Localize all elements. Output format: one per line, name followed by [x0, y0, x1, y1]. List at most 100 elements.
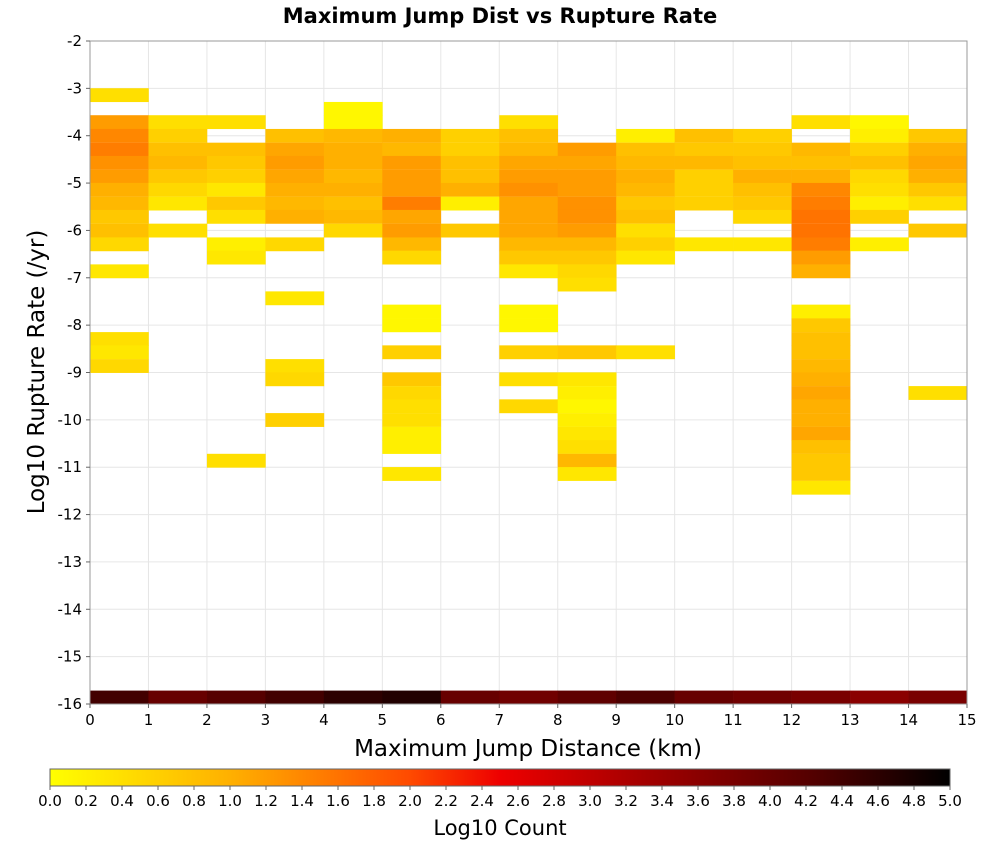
heatmap-cell: [265, 690, 325, 705]
y-tick-label: -11: [58, 458, 83, 476]
heatmap-cell: [557, 372, 617, 387]
heatmap-cell: [206, 453, 266, 468]
heatmap-cell: [265, 413, 325, 427]
heatmap-cell: [791, 237, 851, 252]
heatmap-cell: [206, 250, 266, 265]
heatmap-cell: [382, 386, 442, 400]
heatmap-cell: [499, 223, 559, 238]
heatmap-cell: [206, 237, 266, 252]
y-tick-label: -2: [67, 32, 82, 50]
heatmap-cell: [382, 318, 442, 333]
colorbar: [49, 768, 951, 787]
colorbar-tick-label: 1.2: [254, 792, 278, 810]
heatmap-cell: [616, 690, 675, 705]
heatmap-cell: [90, 196, 149, 211]
heatmap-cell: [499, 182, 559, 197]
heatmap-cell: [674, 142, 734, 157]
colorbar-tick-label: 0.8: [182, 792, 206, 810]
heatmap-cell: [791, 264, 851, 279]
heatmap-cell: [499, 399, 559, 414]
colorbar-tick-label: 5.0: [938, 792, 962, 810]
heatmap-cell: [499, 142, 559, 157]
heatmap-cell: [908, 155, 968, 170]
heatmap-cell: [791, 372, 851, 387]
heatmap-cell: [382, 413, 442, 427]
colorbar-tick-label: 2.0: [398, 792, 422, 810]
heatmap-cell: [323, 223, 383, 238]
heatmap-cell: [323, 155, 383, 170]
heatmap-cell: [908, 223, 968, 238]
heatmap-cell: [733, 142, 792, 157]
y-tick-label: -4: [67, 127, 82, 145]
heatmap-cell: [557, 467, 617, 481]
heatmap-cell: [440, 223, 500, 238]
heatmap-cell: [90, 155, 149, 170]
colorbar-ticks: 0.0 0.2 0.4 0.6 0.8 1.0 1.2 1.4 1.6 1.8 2.0 2.2 2.4 2…: [38, 786, 962, 810]
heatmap-cell: [908, 690, 968, 705]
x-tick-label: 12: [782, 711, 801, 729]
heatmap-cell: [908, 386, 968, 400]
colorbar-tick-label: 0.0: [38, 792, 62, 810]
heatmap-cell: [557, 264, 617, 279]
heatmap-cell: [323, 196, 383, 211]
y-tick-label: -5: [67, 174, 82, 192]
heatmap-cell: [148, 155, 208, 170]
y-tick-label: -16: [58, 695, 83, 713]
heatmap-cell: [265, 196, 325, 211]
heatmap-cell: [557, 182, 617, 197]
colorbar-tick-label: 0.6: [146, 792, 170, 810]
heatmap-cell: [674, 182, 734, 197]
heatmap-cell: [557, 345, 617, 360]
heatmap-cell: [382, 372, 442, 387]
heatmap-cell: [850, 182, 909, 197]
heatmap-cell: [557, 413, 617, 427]
heatmap-cell: [148, 115, 208, 130]
heatmap-cell: [265, 182, 325, 197]
heatmap-cell: [733, 196, 792, 211]
heatmap-cell: [557, 237, 617, 252]
heatmap-cell: [382, 223, 442, 238]
heatmap-cell: [323, 690, 383, 705]
x-tick-label: 8: [553, 711, 563, 729]
heatmap-cell: [733, 169, 792, 184]
colorbar-tick-label: 4.2: [794, 792, 818, 810]
heatmap-cell: [733, 155, 792, 170]
heatmap-cell: [323, 115, 383, 130]
heatmap-cell: [499, 264, 559, 279]
heatmap-cell: [265, 128, 325, 143]
heatmap-cell: [557, 169, 617, 184]
y-tick-label: -13: [58, 553, 83, 571]
heatmap-cell: [440, 142, 500, 157]
heatmap-cell: [382, 440, 442, 454]
y-tick-label: -7: [67, 269, 82, 287]
heatmap-cell: [148, 223, 208, 238]
heatmap-cell: [440, 182, 500, 197]
colorbar-tick-label: 3.0: [578, 792, 602, 810]
x-tick-label: 7: [494, 711, 504, 729]
heatmap-cell: [557, 223, 617, 238]
heatmap-cell: [850, 115, 909, 130]
heatmap-cell: [206, 115, 266, 130]
heatmap-cell: [90, 264, 149, 279]
heatmap-cell: [90, 223, 149, 238]
colorbar-tick-label: 2.6: [506, 792, 530, 810]
heatmap-cell: [791, 196, 851, 211]
heatmap-cell: [850, 209, 909, 224]
heatmap-cell: [674, 169, 734, 184]
heatmap-cell: [323, 142, 383, 157]
x-tick-label: 2: [202, 711, 212, 729]
x-axis-ticks: 0 1 2 3 4 5 6 7 8 9 10 11 12 13 14 15: [85, 704, 977, 729]
colorbar-tick-label: 3.8: [722, 792, 746, 810]
y-tick-label: -12: [58, 506, 83, 524]
heatmap-cell: [791, 304, 851, 319]
heatmap-cell: [323, 209, 383, 224]
heatmap-cell: [90, 128, 149, 143]
heatmap-cell: [791, 440, 851, 454]
heatmap-cell: [791, 223, 851, 238]
heatmap-cell: [557, 440, 617, 454]
heatmap-cell: [616, 182, 675, 197]
heatmap-cell: [616, 237, 675, 252]
heatmap-cell: [206, 155, 266, 170]
heatmap-cell: [791, 209, 851, 224]
heatmap-cell: [791, 250, 851, 265]
